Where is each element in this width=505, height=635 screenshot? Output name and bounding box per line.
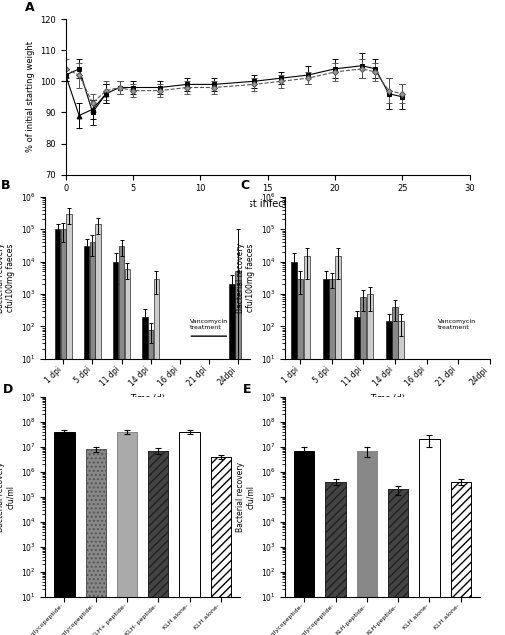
Bar [335, 256, 341, 635]
Y-axis label: Bacterial recovery
cfu/ml: Bacterial recovery cfu/ml [236, 462, 255, 532]
Text: D: D [3, 383, 13, 396]
X-axis label: Time (d): Time (d) [370, 394, 405, 403]
Bar [211, 457, 231, 635]
Bar [329, 279, 335, 635]
X-axis label: Time (d): Time (d) [130, 394, 165, 403]
Text: B: B [1, 179, 10, 192]
Bar [154, 279, 159, 635]
X-axis label: Days post infection (dpi): Days post infection (dpi) [208, 199, 328, 209]
Bar [297, 279, 304, 635]
Bar [388, 490, 409, 635]
Bar [367, 294, 373, 635]
Bar [294, 451, 315, 635]
Bar [95, 224, 101, 635]
Bar [392, 307, 398, 635]
Bar [55, 432, 75, 635]
Bar [419, 439, 440, 635]
Y-axis label: % of initial starting weight: % of initial starting weight [26, 41, 35, 152]
Bar [323, 279, 329, 635]
Bar [354, 317, 360, 635]
Bar [179, 432, 200, 635]
Text: Vancomycin
treatment: Vancomycin treatment [190, 319, 228, 330]
Bar [450, 482, 471, 635]
Bar [386, 321, 392, 635]
Bar [125, 269, 130, 635]
Bar [117, 432, 137, 635]
Bar [304, 256, 310, 635]
Bar [235, 271, 241, 635]
Bar [113, 262, 119, 635]
Bar [66, 214, 72, 635]
Bar [398, 321, 405, 635]
Bar [55, 229, 60, 635]
Bar [119, 246, 124, 635]
Bar [61, 229, 66, 635]
Bar [291, 262, 297, 635]
Text: Vancomycin
treatment: Vancomycin treatment [438, 319, 476, 330]
Text: C: C [240, 179, 249, 192]
Y-axis label: Bacterial recovery
cfu/ml: Bacterial recovery cfu/ml [0, 462, 15, 532]
Bar [148, 451, 169, 635]
Text: E: E [242, 383, 251, 396]
Bar [148, 330, 154, 635]
Bar [325, 482, 346, 635]
Bar [85, 450, 106, 635]
Text: A: A [25, 1, 35, 14]
Bar [229, 284, 235, 635]
Bar [84, 246, 89, 635]
Y-axis label: Bacterial recovery
cfu/100mg faeces: Bacterial recovery cfu/100mg faeces [0, 243, 15, 313]
Y-axis label: Bacterial recovery
cfu/100mg faeces: Bacterial recovery cfu/100mg faeces [236, 243, 255, 313]
Bar [361, 297, 367, 635]
Bar [90, 242, 95, 635]
Bar [142, 317, 147, 635]
Bar [357, 451, 377, 635]
